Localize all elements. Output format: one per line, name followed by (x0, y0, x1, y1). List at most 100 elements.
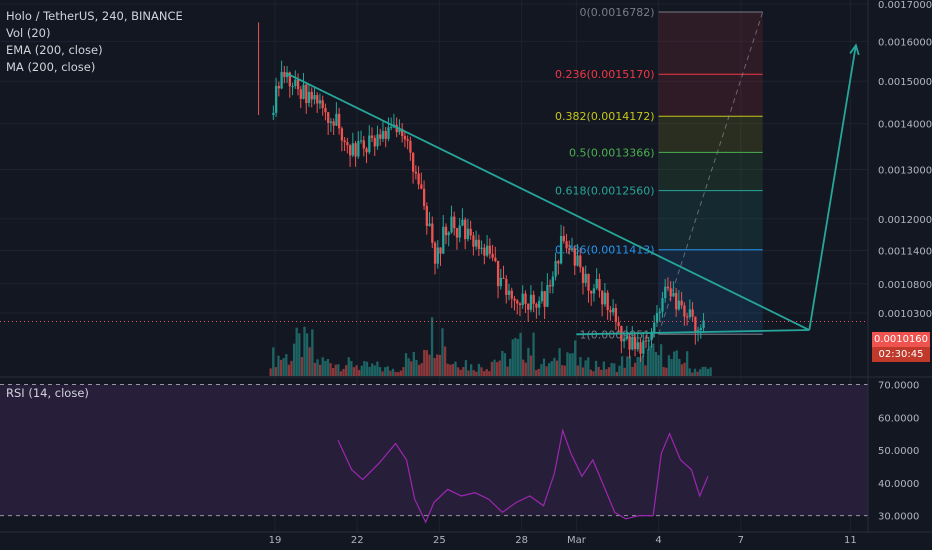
volume-bar (438, 354, 442, 376)
candle-body (357, 141, 360, 157)
volume-bar (576, 365, 579, 376)
volume-bar (574, 340, 577, 376)
volume-bar (561, 365, 564, 376)
candle-body (390, 126, 393, 128)
candle-body (540, 291, 544, 301)
volume-bar (368, 366, 371, 376)
volume-bar (615, 371, 619, 376)
candle-body (365, 148, 368, 153)
volume-bar (324, 360, 327, 376)
candle-body (612, 308, 615, 313)
candle-body (666, 286, 670, 289)
candle-body (642, 340, 645, 354)
volume-bar (433, 358, 436, 376)
candle-body (694, 316, 697, 333)
volume-bar (386, 366, 389, 376)
candle-body (280, 72, 283, 89)
volume-bar (358, 369, 361, 376)
candle-body (650, 332, 653, 341)
volume-bar (633, 362, 637, 376)
volume-bar (699, 369, 702, 376)
volume-bar (391, 368, 395, 376)
candle-body (414, 171, 418, 174)
volume-bar (425, 350, 428, 376)
candle-body (362, 140, 365, 149)
volume-bar (451, 364, 455, 376)
candle-body (472, 235, 475, 247)
volume-bar (337, 364, 340, 376)
candle-body (647, 340, 650, 342)
rsi-line (337, 428, 709, 524)
volume-bar (686, 351, 689, 376)
candle-body (516, 300, 519, 304)
volume-bar (670, 358, 673, 376)
candle-body (669, 288, 672, 297)
candle-body (655, 312, 659, 323)
candle-body (433, 242, 437, 264)
candle-body (691, 309, 694, 317)
candle-body (661, 298, 664, 312)
candle-body (305, 84, 308, 104)
candle-body (384, 131, 387, 139)
volume-bar (475, 371, 478, 376)
candle-body (587, 273, 590, 291)
volume-bar (654, 352, 658, 376)
candle-body (450, 216, 453, 233)
volume-bar (397, 372, 400, 376)
volume-bar (412, 351, 415, 376)
volume-bar (503, 353, 507, 376)
candle-body (403, 136, 407, 140)
candle-body (417, 173, 420, 185)
candle-body (595, 278, 598, 289)
volume-bar (290, 360, 293, 376)
rsi-legend[interactable]: RSI (14, close) (6, 386, 89, 400)
fib-zone (658, 190, 763, 250)
candle-body (376, 134, 379, 147)
volume-bar (347, 357, 350, 376)
candle-body (469, 228, 472, 236)
volume-bar (662, 367, 665, 376)
candle-body (368, 135, 371, 153)
candle-body (409, 140, 412, 153)
volume-bar (300, 357, 304, 376)
volume-bar (490, 361, 494, 376)
rsi-axis-label: 50.0000 (878, 446, 919, 457)
volume-bar (420, 363, 423, 376)
volume-bar (376, 361, 379, 376)
projection-arrow-line (808, 45, 857, 331)
volume-bar (607, 367, 611, 376)
volume-bar (410, 361, 413, 376)
volume-indicator-label[interactable]: Vol (20) (6, 26, 51, 40)
ma-indicator-label[interactable]: MA (200, close) (6, 60, 96, 74)
volume-bar (602, 361, 606, 376)
volume-bar (298, 333, 301, 376)
volume-bar (579, 357, 582, 376)
volume-bar (524, 362, 527, 376)
volume-bar (693, 368, 697, 376)
fib-zone (658, 74, 763, 117)
volume-bar (701, 366, 704, 376)
candle-body (395, 124, 398, 133)
volume-bar (678, 358, 681, 376)
candle-body (285, 72, 289, 78)
fib-zone (658, 11, 763, 75)
candle-body (461, 219, 464, 226)
candle-body (275, 85, 278, 113)
candle-body (439, 247, 442, 254)
candle-body (702, 320, 705, 329)
candle-body (603, 292, 607, 305)
symbol-label[interactable]: Holo / TetherUS, 240, BINANCE (6, 9, 183, 23)
candle-body (598, 278, 601, 291)
volume-bar (321, 357, 324, 376)
bar-countdown-tag: 02:30:45 (872, 347, 930, 362)
candle-body (313, 95, 316, 100)
volume-bar (568, 353, 572, 376)
price-axis-label: 0.0013000 (878, 165, 932, 176)
candle-body (622, 338, 626, 342)
candle-body (502, 277, 505, 279)
ema-indicator-label[interactable]: EMA (200, close) (6, 43, 103, 57)
price-axis-label: 0.0016000 (878, 37, 932, 48)
time-axis-label: 4 (655, 535, 661, 546)
candle-body (686, 316, 689, 318)
